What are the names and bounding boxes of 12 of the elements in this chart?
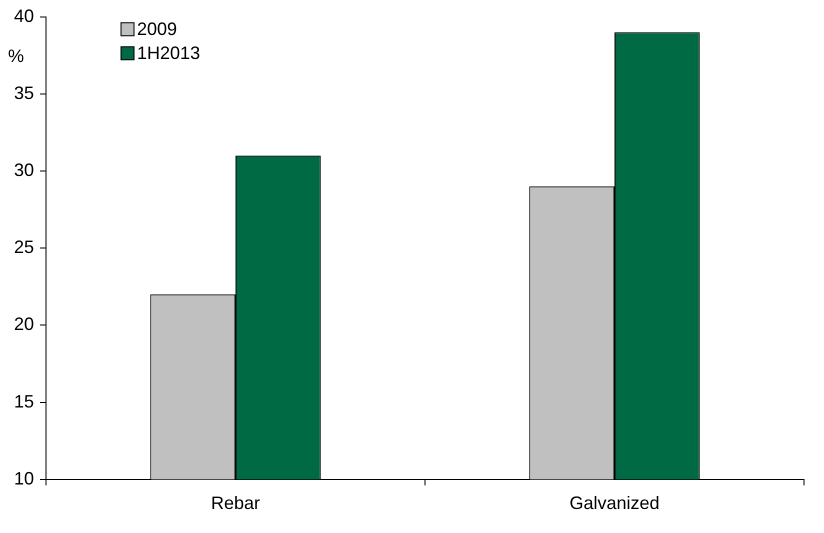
legend-label: 2009 [137,18,178,39]
x-tick-label: Rebar [211,493,260,514]
y-tick-label: 10 [14,468,34,488]
x-tick-label: Galvanized [569,493,660,514]
y-tick-label: 40 [14,6,34,26]
y-tick-label: 20 [14,314,34,334]
y-tick-label: 15 [14,391,34,412]
y-tick-label: 25 [14,237,34,258]
legend-label: 1H2013 [137,42,200,63]
y-axis-title: % [8,46,24,66]
y-tick-label: 35 [14,82,34,103]
y-tick-label: 30 [14,160,34,180]
